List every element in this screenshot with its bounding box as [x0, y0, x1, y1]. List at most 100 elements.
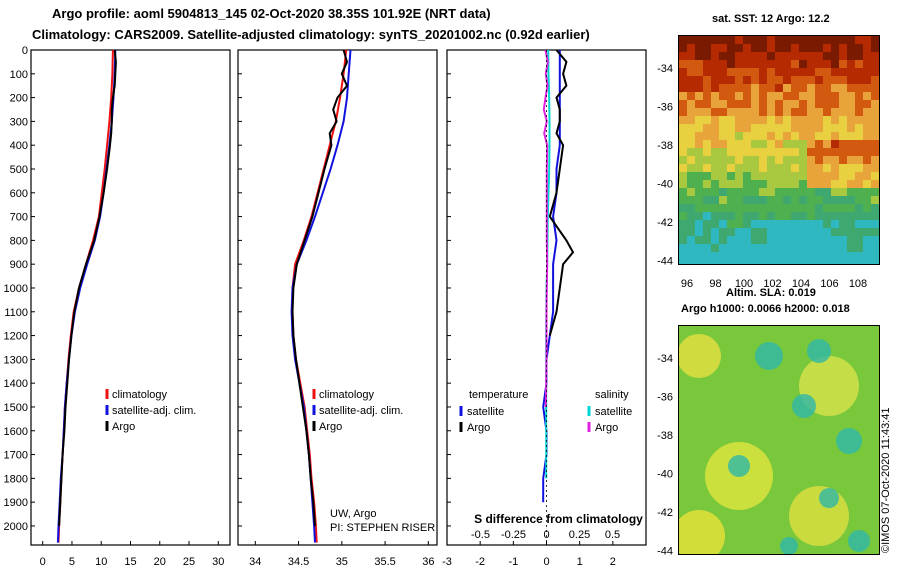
sst-cell [783, 260, 791, 264]
sst-cell [735, 180, 743, 188]
sst-cell [823, 204, 831, 212]
sst-cell [823, 156, 831, 164]
sst-cell [727, 260, 735, 264]
sst-cell [815, 180, 823, 188]
sst-cell [767, 188, 775, 196]
sst-cell [871, 52, 879, 60]
sst-cell [703, 156, 711, 164]
y-tick-label: 1800 [4, 473, 28, 485]
sst-cell [823, 260, 831, 264]
sst-cell [847, 68, 855, 76]
sst-cell [735, 140, 743, 148]
sst-cell [727, 164, 735, 172]
sst-cell [743, 156, 751, 164]
y-tick-label: 200 [10, 93, 28, 105]
sst-cell [831, 100, 839, 108]
sst-cell [807, 108, 815, 116]
sst-cell [823, 52, 831, 60]
sst-cell [759, 60, 767, 68]
sla-blob [789, 486, 849, 546]
sst-cell [847, 84, 855, 92]
y-tick-label: 900 [10, 259, 28, 271]
sst-cell [743, 212, 751, 220]
y-tick-label: 700 [10, 212, 28, 224]
sst-cell [695, 108, 703, 116]
sst-cell [863, 236, 871, 244]
sst-cell [711, 52, 719, 60]
sst-cell [839, 188, 847, 196]
sst-cell [855, 172, 863, 180]
sst-cell [711, 164, 719, 172]
sst-cell [839, 108, 847, 116]
sst-cell [711, 244, 719, 252]
sst-cell [695, 252, 703, 260]
salinity-axis-label: -0.25 [501, 529, 526, 541]
sst-cell [871, 148, 879, 156]
salinity-x-tick-label: 34 [249, 556, 261, 568]
sst-cell [687, 236, 695, 244]
title-line-1: Argo profile: aoml 5904813_145 02-Oct-20… [52, 6, 491, 21]
sst-cell [839, 196, 847, 204]
sst-cell [719, 148, 727, 156]
sst-cell [855, 116, 863, 124]
sst-cell [759, 156, 767, 164]
sst-cell [751, 156, 759, 164]
sst-cell [839, 132, 847, 140]
sst-cell [831, 36, 839, 44]
sst-cell [791, 212, 799, 220]
sla-blob [792, 394, 816, 418]
sst-cell [743, 244, 751, 252]
sst-cell [695, 60, 703, 68]
legend-entry: satellite [467, 406, 504, 418]
sst-cell [775, 172, 783, 180]
sst-lon-label: 96 [681, 278, 693, 290]
sst-cell [679, 164, 687, 172]
sst-cell [735, 124, 743, 132]
sst-cell [759, 212, 767, 220]
sst-cell [807, 44, 815, 52]
sst-cell [775, 44, 783, 52]
sst-cell [871, 100, 879, 108]
sst-cell [735, 188, 743, 196]
sst-cell [807, 124, 815, 132]
sst-cell [719, 236, 727, 244]
sst-cell [799, 52, 807, 60]
sst-cell [743, 124, 751, 132]
sst-cell [839, 220, 847, 228]
sst-cell [719, 116, 727, 124]
sst-lon-label: 104 [792, 278, 810, 290]
sst-cell [839, 172, 847, 180]
sst-cell [703, 260, 711, 264]
sst-cell [767, 140, 775, 148]
sst-cell [687, 180, 695, 188]
sst-cell [751, 212, 759, 220]
sst-cell [799, 132, 807, 140]
sst-cell [695, 100, 703, 108]
sst-cell [815, 252, 823, 260]
sst-cell [799, 68, 807, 76]
sst-cell [711, 196, 719, 204]
sst-cell [847, 132, 855, 140]
sst-cell [783, 92, 791, 100]
sst-cell [751, 172, 759, 180]
sst-cell [759, 68, 767, 76]
sst-cell [719, 180, 727, 188]
sst-cell [783, 132, 791, 140]
sst-cell [847, 44, 855, 52]
sst-cell [799, 252, 807, 260]
legend-heading: salinity [595, 389, 629, 401]
sst-cell [703, 196, 711, 204]
sst-cell [863, 148, 871, 156]
sst-cell [775, 164, 783, 172]
difference-x-tick-label: 1 [577, 556, 583, 568]
sst-cell [807, 148, 815, 156]
sst-cell [767, 100, 775, 108]
sst-cell [751, 244, 759, 252]
sst-cell [695, 52, 703, 60]
sst-cell [799, 260, 807, 264]
sst-cell [751, 196, 759, 204]
sst-cell [807, 84, 815, 92]
sst-cell [775, 204, 783, 212]
sst-cell [767, 132, 775, 140]
sst-cell [831, 156, 839, 164]
